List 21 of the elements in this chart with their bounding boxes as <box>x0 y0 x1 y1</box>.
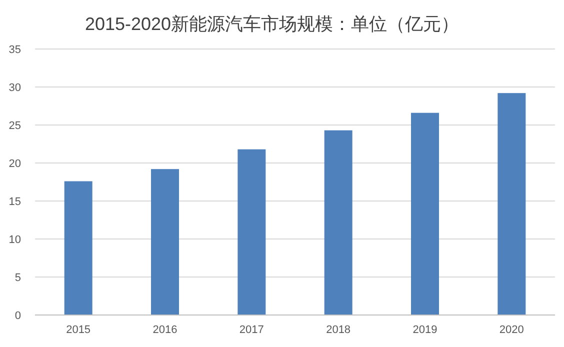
y-tick-label: 35 <box>8 44 21 56</box>
x-tick-label: 2016 <box>152 324 178 336</box>
x-tick-label: 2015 <box>66 324 91 336</box>
x-tick-label: 2019 <box>412 324 438 336</box>
y-tick-label: 10 <box>8 234 21 246</box>
y-tick-label: 0 <box>14 310 21 322</box>
x-tick-label: 2020 <box>499 324 524 336</box>
bar <box>498 93 526 315</box>
bar <box>238 149 266 315</box>
x-tick-label: 2017 <box>239 324 264 336</box>
y-tick-label: 15 <box>8 196 21 208</box>
bar <box>324 130 352 315</box>
bar <box>151 169 179 315</box>
y-tick-label: 30 <box>8 82 21 94</box>
y-tick-label: 5 <box>14 272 21 284</box>
bar <box>411 112 439 315</box>
chart-title: 2015-2020新能源汽车市场规模：单位（亿元） <box>84 14 460 34</box>
bar <box>64 181 92 315</box>
x-tick-label: 2018 <box>326 324 351 336</box>
y-tick-label: 20 <box>8 158 21 170</box>
y-tick-label: 25 <box>8 120 21 132</box>
